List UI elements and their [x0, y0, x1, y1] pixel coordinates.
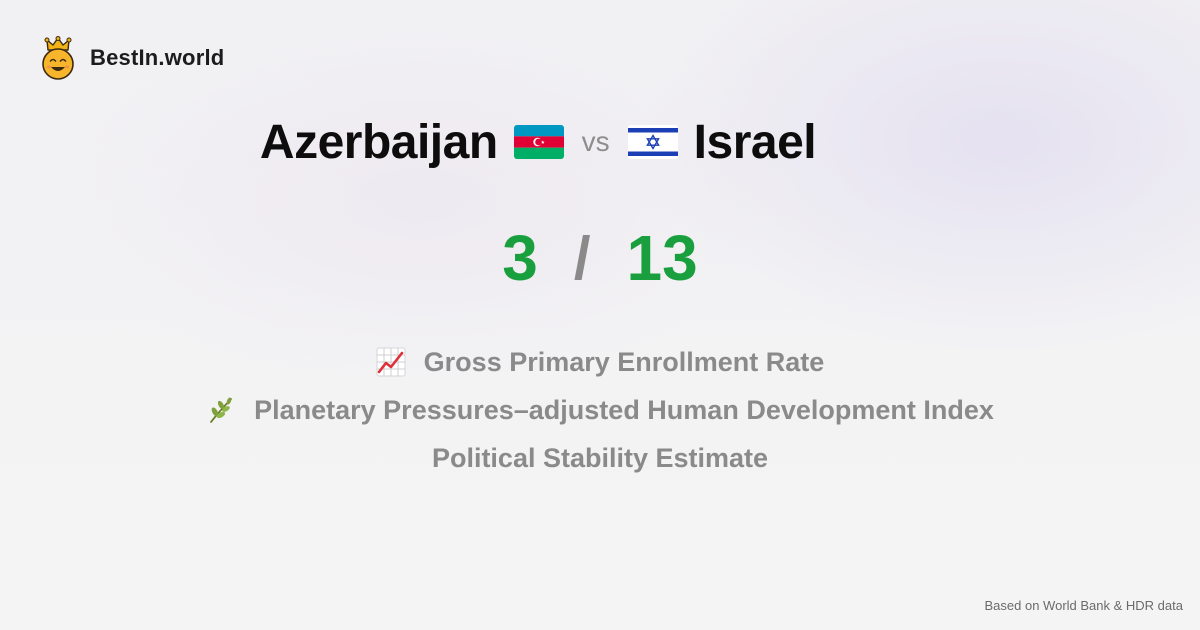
brand-name: BestIn.world: [90, 45, 225, 70]
score-display: 3 / 13: [0, 220, 1200, 296]
metric-label: Planetary Pressures–adjusted Human Devel…: [254, 394, 994, 425]
metrics-list: Gross Primary Enrollment Rate Planetary …: [0, 338, 1200, 482]
israel-flag-icon: [627, 125, 678, 159]
chart-increasing-icon: [376, 347, 406, 377]
herb-icon: [210, 397, 233, 423]
right-country-name: Israel: [693, 115, 817, 169]
azerbaijan-flag-icon: [513, 125, 564, 159]
brand[interactable]: BestIn.world: [38, 36, 224, 80]
metric-item: Political Stability Estimate: [432, 434, 768, 482]
metric-item: Planetary Pressures–adjusted Human Devel…: [206, 386, 994, 434]
crowned-smiley-icon: [42, 36, 74, 80]
left-country-name: Azerbaijan: [259, 115, 498, 169]
metric-label: Political Stability Estimate: [431, 442, 769, 473]
comparison-headline: Azerbaijan vs Israel: [0, 112, 1076, 172]
vs-label: vs: [581, 126, 610, 157]
score-separator: /: [573, 224, 591, 292]
metric-item: Gross Primary Enrollment Rate: [376, 338, 825, 386]
source-note: Based on World Bank & HDR data: [984, 598, 1183, 613]
left-score: 3: [502, 222, 538, 294]
right-score: 13: [626, 222, 698, 294]
metric-label: Gross Primary Enrollment Rate: [423, 346, 825, 377]
